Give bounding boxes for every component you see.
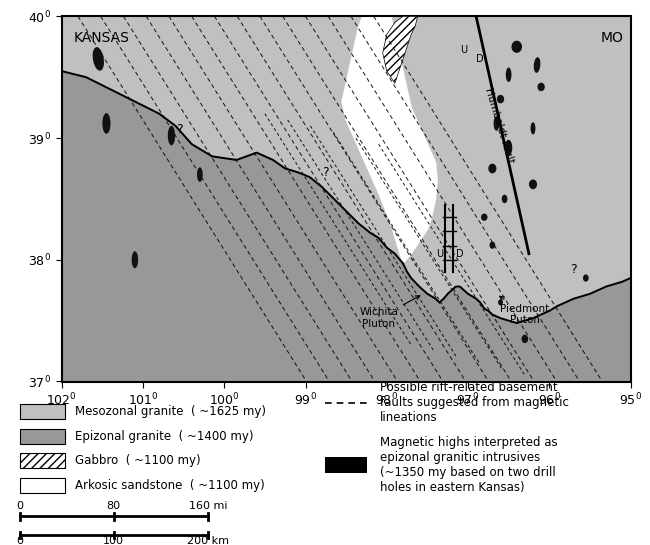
Ellipse shape — [506, 68, 512, 82]
Ellipse shape — [529, 179, 537, 189]
Ellipse shape — [488, 164, 497, 173]
Text: 80: 80 — [107, 501, 121, 511]
Text: Arkosic sandstone  ( ~1100 my): Arkosic sandstone ( ~1100 my) — [75, 479, 265, 492]
Text: ?: ? — [176, 123, 183, 136]
Bar — [20, 478, 65, 493]
Text: Gabbro  ( ~1100 my): Gabbro ( ~1100 my) — [75, 455, 200, 467]
Ellipse shape — [168, 126, 175, 146]
Text: ?: ? — [322, 166, 329, 179]
Text: U: U — [436, 249, 443, 259]
Text: D: D — [476, 54, 484, 64]
Text: D: D — [456, 249, 463, 259]
Text: Possible rift-related basement
faults suggested from magnetic
lineations: Possible rift-related basement faults su… — [380, 382, 569, 424]
Ellipse shape — [103, 113, 111, 134]
Text: 0: 0 — [16, 536, 23, 545]
Text: MO: MO — [601, 31, 624, 45]
Ellipse shape — [489, 241, 495, 249]
Text: Wichita
Pluton: Wichita Pluton — [359, 296, 420, 329]
Text: ?: ? — [570, 263, 577, 276]
Ellipse shape — [538, 83, 545, 91]
Ellipse shape — [521, 335, 528, 343]
Bar — [20, 404, 65, 419]
Ellipse shape — [197, 167, 203, 182]
Text: 0: 0 — [16, 501, 23, 511]
Ellipse shape — [92, 47, 104, 71]
Text: U: U — [460, 45, 467, 56]
Text: 100: 100 — [103, 536, 124, 545]
Bar — [20, 453, 65, 468]
Ellipse shape — [498, 299, 503, 305]
Text: 200 km: 200 km — [187, 536, 229, 545]
Text: Magnetic highs interpreted as
epizonal granitic intrusives
(~1350 my based on tw: Magnetic highs interpreted as epizonal g… — [380, 436, 558, 494]
Text: Humboldt fault: Humboldt fault — [483, 87, 515, 165]
Text: Mesozonal granite  ( ~1625 my): Mesozonal granite ( ~1625 my) — [75, 405, 266, 418]
Bar — [20, 429, 65, 444]
Polygon shape — [62, 71, 630, 382]
Text: Epizonal granite  ( ~1400 my): Epizonal granite ( ~1400 my) — [75, 430, 254, 443]
Polygon shape — [383, 16, 417, 83]
Ellipse shape — [502, 195, 508, 203]
Ellipse shape — [497, 95, 504, 104]
Ellipse shape — [505, 140, 512, 156]
Ellipse shape — [512, 41, 522, 53]
Ellipse shape — [534, 57, 540, 73]
Text: KANSAS: KANSAS — [74, 31, 130, 45]
Ellipse shape — [131, 251, 138, 268]
Text: Piedmont
Puton: Piedmont Puton — [500, 296, 549, 325]
Ellipse shape — [583, 274, 589, 282]
Bar — [325, 457, 367, 473]
Ellipse shape — [493, 116, 499, 131]
Text: 160 mi: 160 mi — [188, 501, 228, 511]
Ellipse shape — [481, 214, 488, 221]
Ellipse shape — [530, 122, 536, 135]
Polygon shape — [342, 16, 437, 263]
